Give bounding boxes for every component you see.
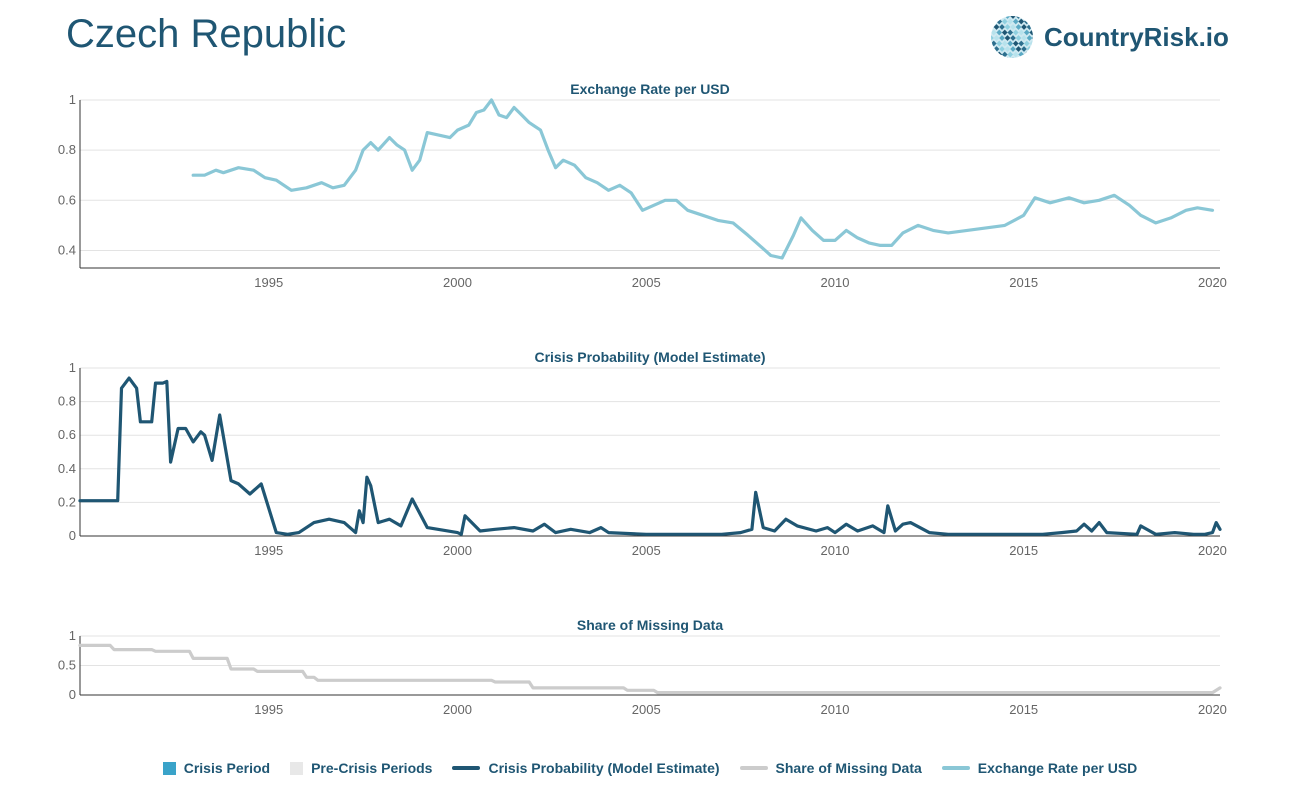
- x-tick-label: 2010: [821, 702, 850, 717]
- x-tick-label: 2015: [1009, 702, 1038, 717]
- x-tick-label: 2020: [1198, 702, 1227, 717]
- y-tick-label: 0.8: [58, 142, 76, 157]
- chart-2: Crisis Probability (Model Estimate) 0 0.2 0…: [58, 349, 1227, 558]
- x-tick-label: 1995: [254, 275, 283, 290]
- x-tick-label: 2000: [443, 702, 472, 717]
- legend-label: Share of Missing Data: [775, 760, 922, 776]
- x-tick-label: 2010: [821, 543, 850, 558]
- x-tick-label: 2015: [1009, 275, 1038, 290]
- x-tick-label: 2020: [1198, 543, 1227, 558]
- x-tick-label: 1995: [254, 702, 283, 717]
- chart-3: Share of Missing Data 0 0.5 1 1995 2000 2005 20…: [58, 617, 1227, 717]
- x-tick-label: 2005: [632, 702, 661, 717]
- legend-item[interactable]: Share of Missing Data: [739, 760, 922, 776]
- brand-name: CountryRisk.io: [1044, 21, 1229, 52]
- y-tick-label: 0.4: [58, 242, 76, 257]
- page-title: Czech Republic: [66, 12, 347, 56]
- series-line: [78, 643, 1222, 695]
- x-tick-label: 1995: [254, 543, 283, 558]
- legend-item[interactable]: Crisis Period: [162, 760, 271, 776]
- chart-title: Share of Missing Data: [577, 617, 723, 633]
- chart-title: Crisis Probability (Model Estimate): [534, 349, 765, 365]
- y-tick-label: 0.8: [58, 394, 76, 409]
- brand-logo[interactable]: CountryRisk.io: [990, 14, 1229, 60]
- series-line: [78, 376, 1222, 536]
- legend-item[interactable]: Crisis Probability (Model Estimate): [452, 760, 720, 776]
- x-tick-label: 2000: [443, 543, 472, 558]
- y-tick-label: 0: [69, 528, 76, 543]
- x-tick-label: 2020: [1198, 275, 1227, 290]
- y-tick-label: 0.2: [58, 494, 76, 509]
- y-tick-label: 1: [69, 360, 76, 375]
- legend-swatch: [290, 761, 304, 775]
- chart-1: Exchange Rate per USD 0.4 0.6 0.8 1 1995 2000 2…: [58, 81, 1227, 290]
- legend-swatch: [941, 766, 970, 770]
- x-tick-label: 2005: [632, 543, 661, 558]
- y-tick-label: 0: [69, 687, 76, 702]
- y-tick-label: 0.6: [58, 427, 76, 442]
- x-tick-label: 2015: [1009, 543, 1038, 558]
- y-tick-label: 0.4: [58, 461, 76, 476]
- legend-item[interactable]: Exchange Rate per USD: [941, 760, 1138, 776]
- x-tick-label: 2000: [443, 275, 472, 290]
- y-tick-label: 0.6: [58, 192, 76, 207]
- legend-label: Crisis Period: [183, 760, 271, 776]
- legend-label: Pre-Crisis Periods: [311, 760, 433, 776]
- legend-swatch: [739, 766, 768, 770]
- x-tick-label: 2005: [632, 275, 661, 290]
- y-tick-label: 1: [69, 628, 76, 643]
- legend-swatch: [452, 766, 481, 770]
- legend-item[interactable]: Pre-Crisis Periods: [290, 760, 432, 776]
- y-tick-label: 0.5: [58, 658, 76, 673]
- series-line: [191, 98, 1215, 260]
- legend-label: Crisis Probability (Model Estimate): [488, 760, 720, 776]
- y-tick-label: 1: [69, 92, 76, 107]
- chart-title: Exchange Rate per USD: [570, 81, 730, 97]
- x-tick-label: 2010: [821, 275, 850, 290]
- legend-swatch: [162, 761, 176, 775]
- globe-logo-icon: [991, 16, 1033, 58]
- legend-label: Exchange Rate per USD: [977, 760, 1138, 776]
- legend: Crisis Period Pre-Crisis Periods Crisis Pr…: [0, 760, 1300, 776]
